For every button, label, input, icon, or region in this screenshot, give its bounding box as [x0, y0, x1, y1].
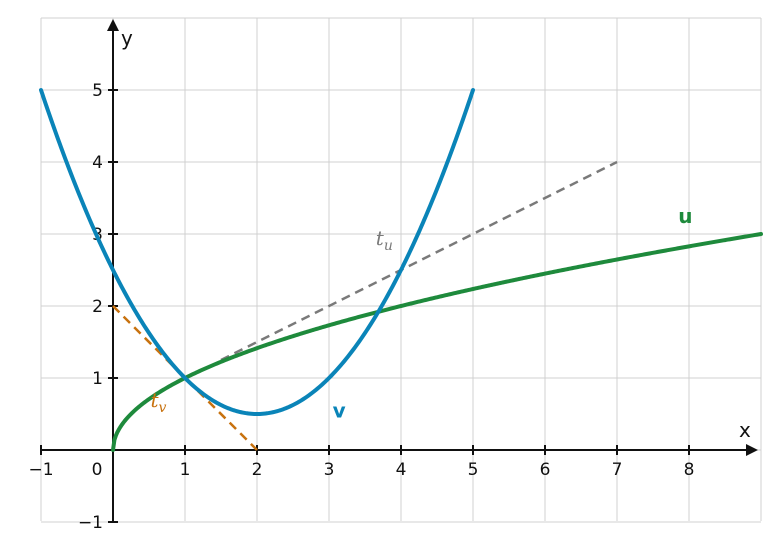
- series-t-u-line: [220, 160, 618, 362]
- x-tick-label: 2: [252, 460, 263, 480]
- x-tick-label: 1: [180, 460, 191, 480]
- annotation-t-u: tu: [376, 226, 393, 254]
- x-tick-label: 7: [612, 460, 623, 480]
- y-axis-label: y: [121, 26, 133, 50]
- x-tick-label: −1: [28, 460, 53, 480]
- y-tick-label: 4: [92, 153, 103, 173]
- x-tick-label: 5: [468, 460, 479, 480]
- x-axis-arrow: [746, 444, 758, 456]
- x-tick-label: 6: [540, 460, 551, 480]
- x-axis-label: x: [739, 418, 751, 442]
- x-tick-label: 0: [92, 460, 103, 480]
- x-tick-label: 8: [684, 460, 695, 480]
- labels: x y u v tu tv: [121, 26, 751, 442]
- series-v-line: [39, 88, 475, 416]
- annotation-t-v: tv: [150, 388, 166, 416]
- y-axis-arrow: [107, 19, 119, 31]
- series-u-line: [111, 232, 763, 452]
- annotation-v: v: [333, 399, 346, 423]
- y-tick-label: 2: [92, 297, 103, 317]
- y-tick-label: −1: [78, 513, 103, 533]
- y-tick-label: 5: [92, 81, 103, 101]
- annotation-u: u: [678, 204, 692, 228]
- x-tick-label: 4: [396, 460, 407, 480]
- series: [39, 88, 763, 452]
- y-tick-label: 1: [92, 369, 103, 389]
- x-tick-label: 3: [324, 460, 335, 480]
- series-t-v-line: [112, 305, 258, 451]
